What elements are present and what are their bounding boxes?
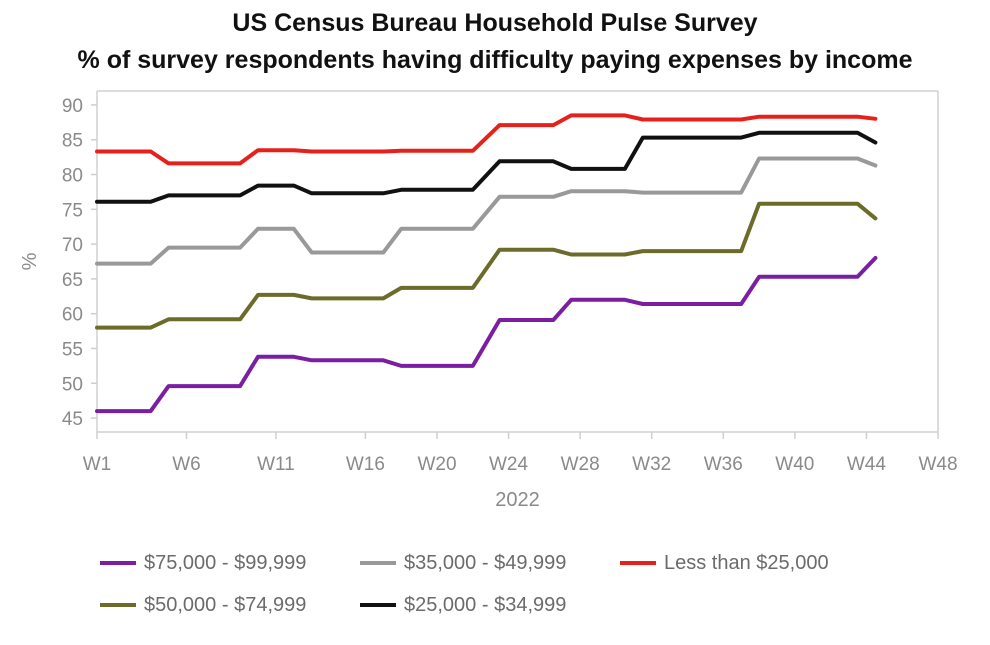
y-tick-label: 65 — [62, 270, 83, 291]
x-tick-label: W20 — [417, 454, 456, 475]
y-tick-label: 60 — [62, 305, 83, 326]
y-tick-label: 45 — [62, 409, 83, 430]
legend-item: $75,000 - $99,999 — [100, 548, 306, 578]
y-tick-label: 90 — [62, 96, 83, 117]
legend-label: $75,000 - $99,999 — [144, 551, 307, 574]
legend-item: $50,000 - $74,999 — [100, 590, 306, 620]
x-tick-label: W16 — [346, 454, 385, 475]
legend-label: $25,000 - $34,999 — [404, 593, 567, 616]
x-tick-label: W24 — [489, 454, 529, 475]
y-tick-label: 80 — [62, 166, 83, 187]
legend-swatch — [100, 561, 136, 565]
y-tick-label: 55 — [62, 339, 83, 360]
x-tick-label: W40 — [775, 454, 814, 475]
legend-label: $50,000 - $74,999 — [144, 593, 307, 616]
chart-subtitle: % of survey respondents having difficult… — [77, 46, 913, 74]
series-line-3 — [95, 130, 878, 204]
legend-swatch — [100, 603, 136, 607]
legend-item: $35,000 - $49,999 — [360, 548, 566, 578]
series-line-2 — [95, 156, 878, 266]
y-axis-title: % — [19, 252, 41, 270]
x-tick-label: W28 — [561, 454, 600, 475]
x-tick-label: W44 — [847, 454, 887, 475]
y-tick-label: 75 — [62, 200, 83, 221]
series-line-0 — [95, 256, 878, 414]
legend-swatch — [360, 603, 396, 607]
x-tick-label: W6 — [172, 454, 201, 475]
x-tick-label: W32 — [632, 454, 671, 475]
legend-swatch — [620, 561, 656, 565]
x-tick-label: W48 — [918, 454, 957, 475]
legend-item: Less than $25,000 — [620, 548, 829, 578]
line-chart: 45 50 55 60 65 70 75 80 85 90 W1 W6 W11 W16 W20 W24 W28 W… — [19, 90, 958, 511]
y-tick-label: 50 — [62, 374, 83, 395]
chart-axes: 45 50 55 60 65 70 75 80 85 90 W1 W6 W11 W16 W20 W24 W28 W… — [62, 90, 958, 475]
legend-label: $35,000 - $49,999 — [404, 551, 567, 574]
y-tick-label: 70 — [62, 235, 83, 256]
series-line-4 — [95, 113, 878, 166]
series-line-1 — [95, 201, 878, 330]
legend-item: $25,000 - $34,999 — [360, 590, 566, 620]
legend-label: Less than $25,000 — [664, 551, 829, 574]
x-axis-title: 2022 — [495, 489, 540, 511]
chart-title: US Census Bureau Household Pulse Survey — [232, 9, 758, 37]
x-tick-label: W36 — [704, 454, 743, 475]
y-tick-label: 85 — [62, 131, 83, 152]
legend-swatch — [360, 561, 396, 565]
x-tick-label: W11 — [257, 454, 295, 475]
series-layer — [95, 113, 878, 414]
x-tick-label: W1 — [83, 454, 112, 475]
